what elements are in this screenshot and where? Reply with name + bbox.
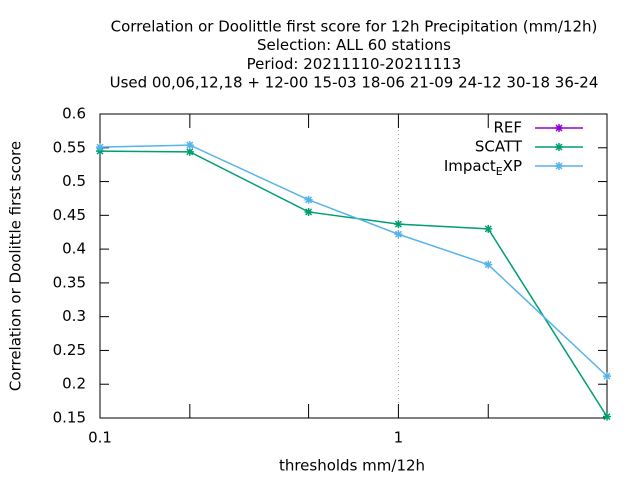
legend-label: REF xyxy=(493,119,522,137)
legend-marker xyxy=(555,124,563,132)
data-point xyxy=(304,195,313,204)
x-tick-label: 0.1 xyxy=(88,429,112,447)
data-point xyxy=(484,224,493,233)
series-line xyxy=(99,144,608,377)
data-point xyxy=(603,372,611,381)
data-point xyxy=(394,230,403,239)
legend-marker xyxy=(555,162,563,170)
y-tick-label: 0.5 xyxy=(62,172,86,190)
data-point xyxy=(603,412,611,421)
plot-frame xyxy=(99,113,608,419)
y-tick-label: 0.15 xyxy=(53,409,86,427)
legend-label: SCATT xyxy=(475,138,523,156)
legend-label-sub: E xyxy=(496,165,503,178)
y-tick-label: 0.55 xyxy=(53,138,86,156)
x-tick-label: 1 xyxy=(394,429,404,447)
legend-label-part: XP xyxy=(503,157,522,175)
data-point xyxy=(96,143,104,152)
data-point xyxy=(304,207,313,216)
data-point xyxy=(394,220,403,229)
y-tick-label: 0.6 xyxy=(62,105,86,123)
legend-marker xyxy=(555,143,563,151)
series-line xyxy=(99,150,608,418)
chart-title: Selection: ALL 60 stations xyxy=(257,36,451,54)
data-point xyxy=(96,147,104,156)
y-tick-label: 0.2 xyxy=(62,375,86,393)
y-tick-label: 0.35 xyxy=(53,273,86,291)
chart-title: Correlation or Doolittle first score for… xyxy=(111,18,598,36)
x-axis-label: thresholds mm/12h xyxy=(279,457,425,475)
y-axis-label: Correlation or Doolittle first score xyxy=(7,141,25,391)
legend-label-part: Impact xyxy=(444,157,496,175)
legend-label: ImpactEXP xyxy=(444,157,522,179)
chart-title: Period: 20211110-20211113 xyxy=(247,55,462,73)
data-point xyxy=(185,141,194,150)
y-tick-label: 0.3 xyxy=(62,307,86,325)
y-tick-label: 0.45 xyxy=(53,206,86,224)
chart-title: Used 00,06,12,18 + 12-00 15-03 18-06 21-… xyxy=(110,74,599,92)
data-point xyxy=(484,260,493,269)
y-tick-label: 0.25 xyxy=(53,341,86,359)
data-point xyxy=(185,147,194,156)
y-tick-label: 0.4 xyxy=(62,240,86,258)
